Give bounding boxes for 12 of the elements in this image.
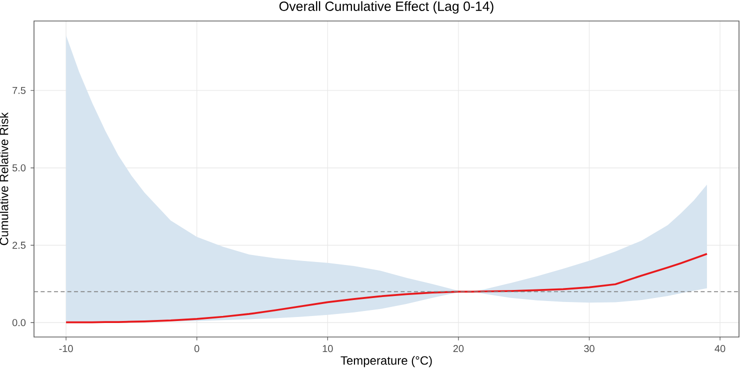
x-tick-label: -10 xyxy=(59,345,73,352)
chart-title: Overall Cumulative Effect (Lag 0-14) xyxy=(279,1,494,14)
x-axis-title: Temperature (°C) xyxy=(340,356,432,368)
x-tick-label: 0 xyxy=(194,345,200,352)
y-tick-label: 0.0 xyxy=(12,319,26,326)
y-tick-label: 7.5 xyxy=(12,86,26,94)
y-tick-label: 2.5 xyxy=(12,242,26,249)
x-tick-label: 10 xyxy=(322,345,333,352)
x-tick-label: 20 xyxy=(453,345,464,352)
y-tick-label: 5.0 xyxy=(12,164,26,172)
x-tick-label: 30 xyxy=(584,345,594,352)
x-tick-label: 40 xyxy=(714,345,726,352)
